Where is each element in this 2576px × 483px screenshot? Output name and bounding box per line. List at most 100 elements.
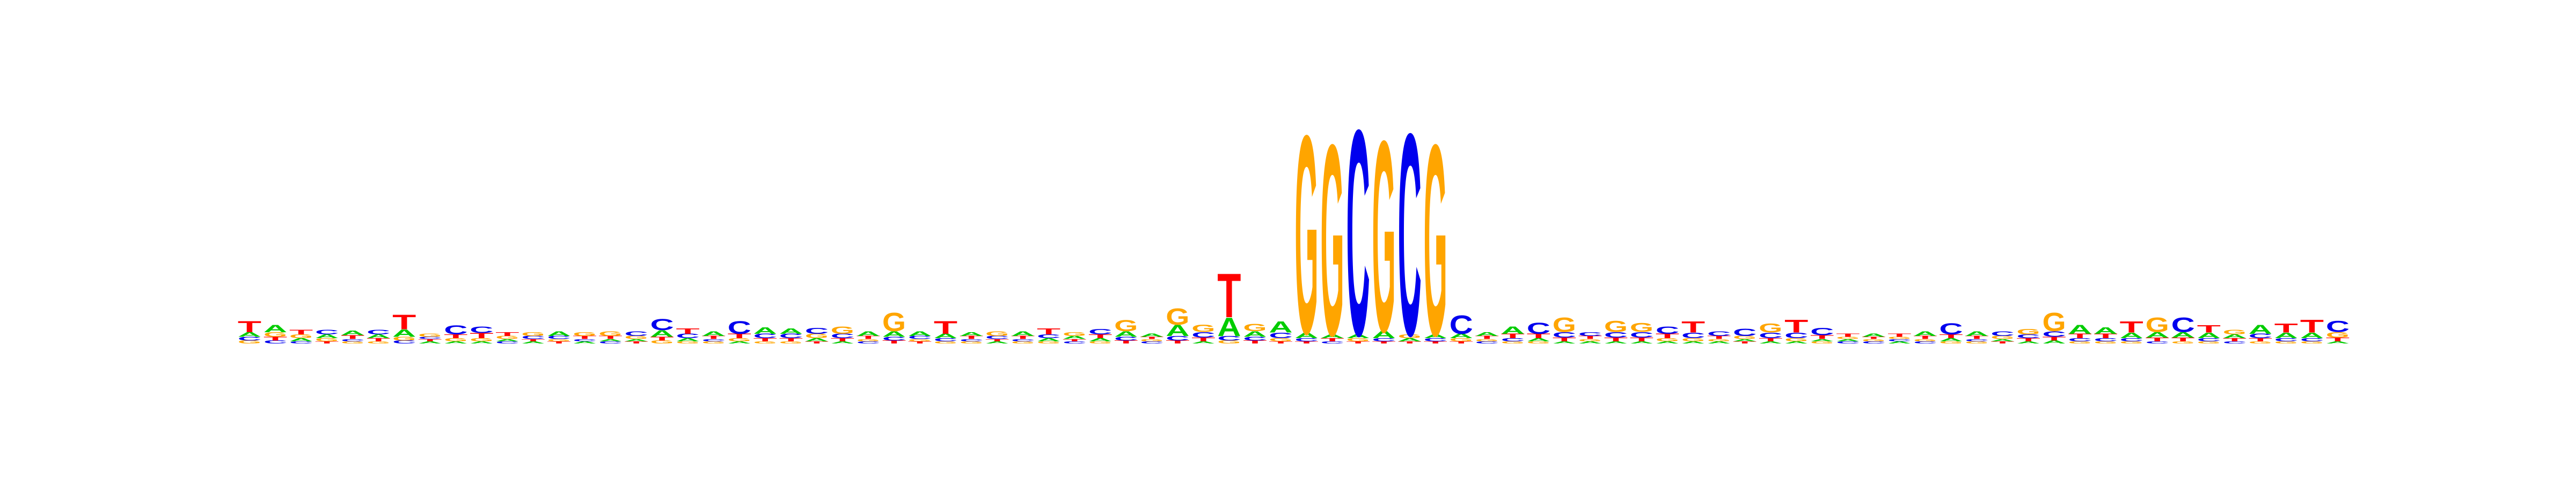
- logo-letter-c: C: [728, 317, 751, 338]
- logo-letter-a: A: [1656, 341, 1679, 345]
- logo-letter-g: G: [1681, 338, 1705, 342]
- logo-letter-c: C: [341, 338, 364, 342]
- logo-letter-c: C: [2042, 330, 2066, 339]
- logo-letter-a: A: [1269, 318, 1292, 336]
- logo-letter-t: T: [753, 338, 777, 342]
- logo-letter-t: T: [985, 338, 1009, 342]
- logo-letter-a: A: [779, 326, 803, 335]
- logo-letter-t: T: [2094, 333, 2118, 340]
- logo-letter-c: C: [753, 333, 777, 340]
- logo-letter-a: A: [1810, 338, 1834, 342]
- logo-letter-t: T: [1166, 340, 1189, 345]
- logo-letter-t: T: [1140, 336, 1163, 340]
- logo-letter-g: G: [2249, 341, 2272, 345]
- logo-letter-g: G: [2300, 341, 2324, 345]
- logo-letter-a: A: [2326, 341, 2350, 345]
- logo-letter-a: A: [2197, 331, 2221, 340]
- logo-letter-a: A: [650, 328, 674, 339]
- logo-letter-t: T: [1346, 341, 1370, 345]
- logo-letter-t: T: [1424, 341, 1447, 345]
- logo-letter-t: T: [392, 311, 416, 334]
- logo-letter-c: C: [1320, 341, 1344, 345]
- logo-letter-c: C: [1656, 325, 1679, 336]
- logo-letter-c: C: [315, 329, 339, 336]
- logo-letter-a: A: [2171, 330, 2195, 339]
- logo-letter-a: A: [1372, 329, 1396, 341]
- logo-letter-c: C: [1939, 320, 1963, 338]
- logo-letter-a: A: [1294, 331, 1318, 340]
- logo-letter-c: C: [1088, 327, 1112, 336]
- logo-letter-a: A: [1501, 325, 1525, 336]
- logo-letter-c: C: [2016, 333, 2040, 339]
- logo-letter-c: C: [289, 341, 313, 345]
- logo-letter-c: C: [1269, 331, 1292, 340]
- logo-letter-t: T: [934, 317, 957, 338]
- logo-letter-g: G: [573, 331, 596, 337]
- logo-letter-g: G: [728, 338, 751, 342]
- logo-letter-a: A: [728, 341, 751, 345]
- logo-letter-c: C: [960, 338, 983, 342]
- logo-letter-g: G: [857, 338, 880, 342]
- logo-letter-a: A: [1166, 322, 1189, 340]
- logo-letter-t: T: [264, 336, 287, 342]
- logo-letter-a: A: [1939, 338, 1963, 342]
- logo-letter-a: A: [1578, 341, 1602, 345]
- logo-letter-c: C: [1475, 341, 1499, 345]
- logo-letter-g: G: [1939, 341, 1963, 345]
- logo-letter-t: T: [1011, 335, 1035, 340]
- logo-letter-g: G: [1450, 338, 1473, 342]
- logo-letter-g: G: [238, 340, 261, 345]
- logo-letter-t: T: [1063, 338, 1086, 342]
- logo-letter-a: A: [1217, 312, 1241, 341]
- logo-letter-t: T: [495, 331, 519, 337]
- logo-letter-g: G: [392, 336, 416, 342]
- logo-letter-c: C: [1140, 341, 1163, 345]
- logo-letter-g: G: [418, 333, 442, 338]
- logo-letter-c: C: [1836, 341, 1860, 345]
- logo-letter-a: A: [367, 333, 390, 339]
- logo-letter-a: A: [289, 338, 313, 342]
- logo-letter-c: C: [1217, 335, 1241, 342]
- logo-letter-g: G: [2042, 308, 2066, 336]
- logo-letter-g: G: [367, 341, 390, 345]
- logo-letter-c: C: [418, 336, 442, 340]
- logo-letter-a: A: [418, 341, 442, 345]
- logo-letter-a: A: [1630, 341, 1653, 345]
- logo-letter-a: A: [1088, 338, 1112, 342]
- logo-letter-g: G: [264, 331, 287, 338]
- logo-letter-c: C: [1887, 338, 1911, 342]
- logo-letter-c: C: [1810, 326, 1834, 338]
- logo-letter-t: T: [1939, 333, 1963, 339]
- logo-letter-a: A: [857, 330, 880, 337]
- logo-letter-t: T: [521, 338, 545, 342]
- logo-letter-a: A: [1733, 338, 1757, 342]
- logo-letter-g: G: [2068, 341, 2092, 345]
- logo-letter-t: T: [2042, 336, 2066, 342]
- logo-letter-a: A: [2120, 331, 2143, 340]
- logo-letter-g: G: [1243, 322, 1267, 334]
- logo-letter-a: A: [1320, 333, 1344, 339]
- logo-letter-t: T: [676, 326, 700, 335]
